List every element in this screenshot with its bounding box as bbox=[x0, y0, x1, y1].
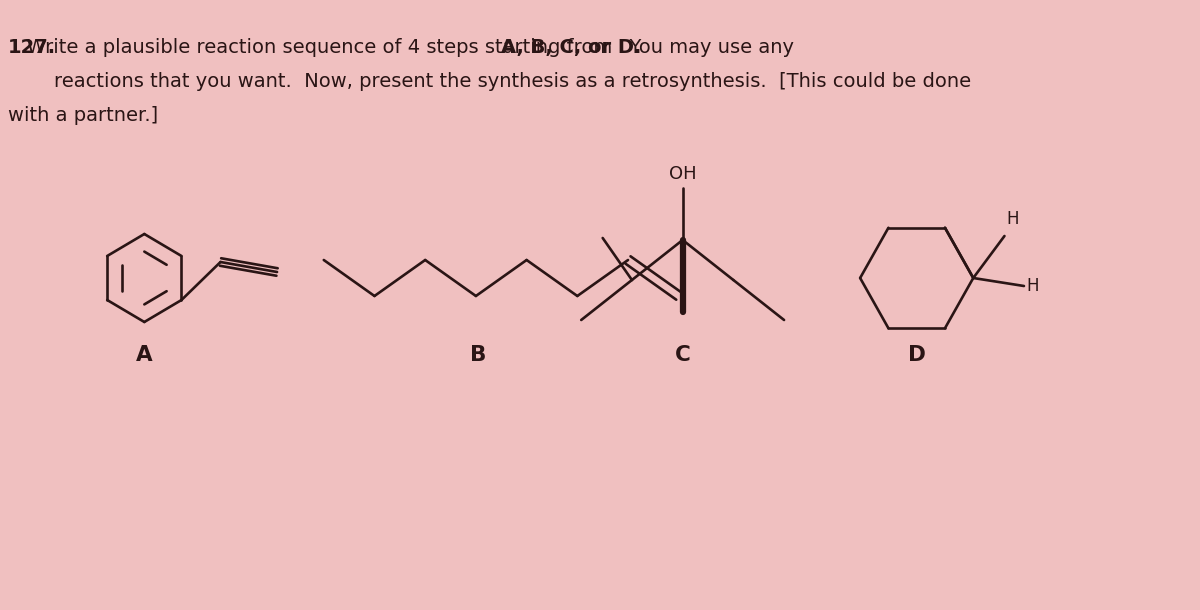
Text: reactions that you want.  Now, present the synthesis as a retrosynthesis.  [This: reactions that you want. Now, present th… bbox=[54, 72, 971, 91]
Text: Write a plausible reaction sequence of 4 steps starting from: Write a plausible reaction sequence of 4… bbox=[8, 38, 618, 57]
Text: B: B bbox=[469, 345, 486, 365]
Text: 127.: 127. bbox=[8, 38, 56, 57]
Text: C: C bbox=[674, 345, 690, 365]
Text: H: H bbox=[1007, 210, 1019, 228]
Text: D: D bbox=[907, 345, 925, 365]
Text: OH: OH bbox=[668, 165, 696, 183]
Text: H: H bbox=[1026, 277, 1038, 295]
Text: A: A bbox=[136, 345, 152, 365]
Text: A, B, C, or D.: A, B, C, or D. bbox=[500, 38, 641, 57]
Text: You may use any: You may use any bbox=[617, 38, 794, 57]
Text: with a partner.]: with a partner.] bbox=[8, 106, 158, 125]
